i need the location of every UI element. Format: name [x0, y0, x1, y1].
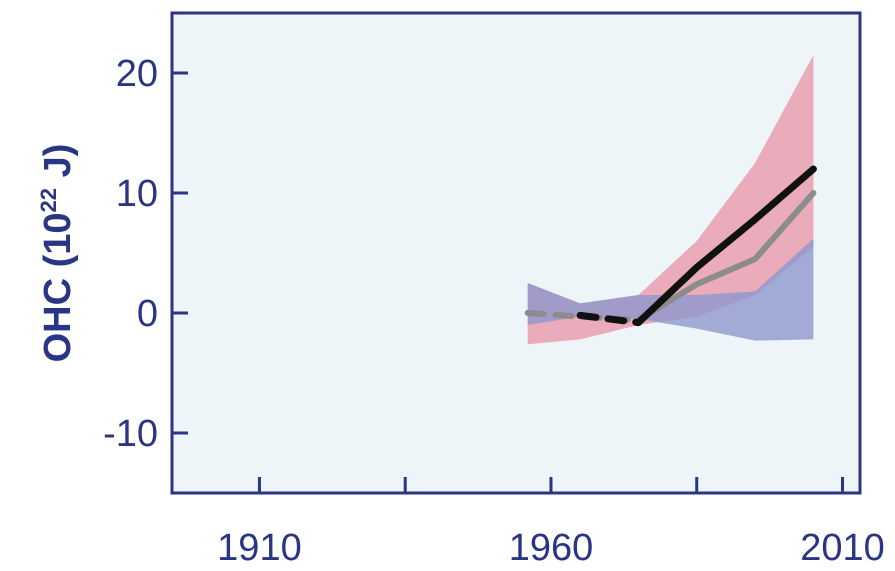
x-tick-label: 1910 — [217, 527, 302, 569]
x-tick-label: 1960 — [509, 527, 594, 569]
y-tick-label: 0 — [137, 293, 158, 335]
y-axis-label-prefix: OHC (10 — [37, 212, 79, 362]
y-tick-label: -10 — [103, 413, 158, 455]
series-2-solid-line — [634, 165, 817, 327]
series-lines — [524, 165, 817, 327]
y-axis-label-superscript: 22 — [36, 188, 61, 212]
plot-frame — [170, 11, 862, 495]
y-tick-label: 10 — [116, 173, 158, 215]
axis-ticks — [172, 71, 845, 493]
y-tick-label: 20 — [116, 53, 158, 95]
x-tick-label: 2010 — [800, 527, 885, 569]
uncertainty-band-1 — [527, 55, 814, 345]
y-axis-label: OHC (1022 J) — [36, 144, 79, 363]
y-axis-label-suffix: J) — [37, 144, 79, 188]
series-2-dashed-line — [576, 311, 642, 327]
series-1-solid-line — [635, 190, 817, 324]
